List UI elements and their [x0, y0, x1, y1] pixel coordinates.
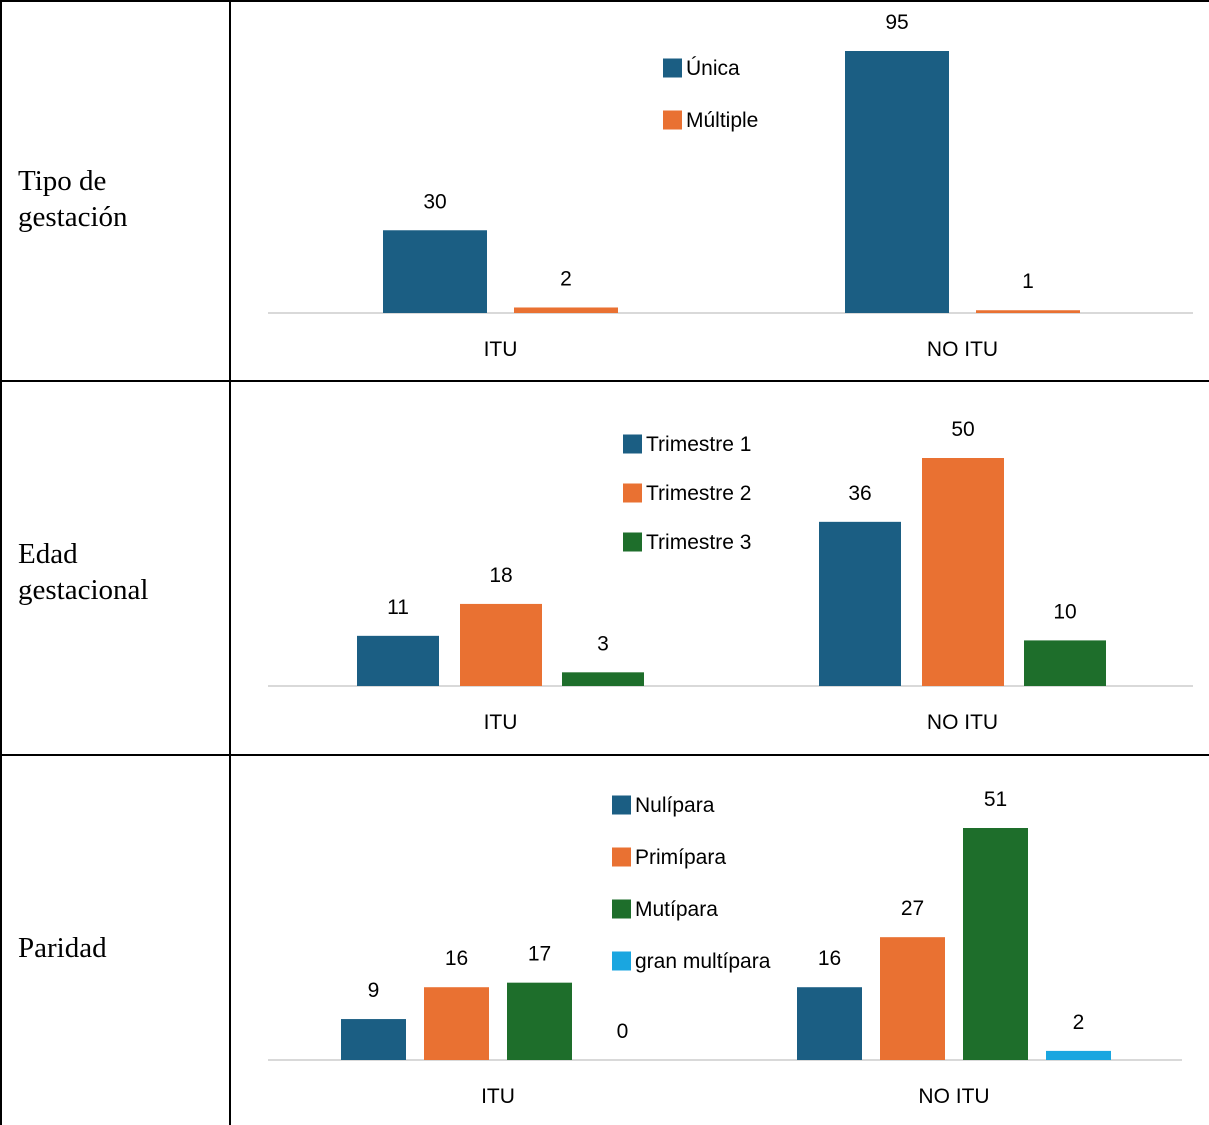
data-label: 17 — [528, 943, 551, 966]
legend-swatch — [623, 483, 642, 503]
bar — [514, 307, 618, 313]
data-label: 10 — [1053, 600, 1076, 623]
data-label: 50 — [951, 418, 974, 441]
bar — [1046, 1050, 1111, 1060]
data-label: 3 — [597, 632, 609, 655]
bar — [460, 603, 542, 686]
legend-swatch — [623, 434, 642, 454]
bar — [963, 828, 1028, 1060]
legend-label: gran multípara — [635, 950, 771, 973]
bar — [1024, 640, 1106, 686]
legend-swatch — [663, 110, 682, 130]
bar — [797, 987, 862, 1060]
table-border-top — [0, 0, 1209, 2]
data-label: 16 — [818, 947, 841, 970]
legend-label: Trimestre 1 — [646, 433, 751, 456]
category-label: NO ITU — [918, 1085, 989, 1108]
bar — [357, 635, 439, 686]
legend-swatch — [663, 58, 682, 78]
data-label: 27 — [901, 897, 924, 920]
row-label-paridad: Paridad — [18, 932, 107, 964]
table-row-divider — [0, 380, 1209, 382]
bar — [845, 51, 949, 313]
bar — [880, 937, 945, 1060]
data-label: 95 — [885, 11, 908, 34]
data-label: 18 — [489, 564, 512, 587]
legend-label: Trimestre 3 — [646, 531, 751, 554]
bar — [383, 230, 487, 313]
bar — [976, 310, 1080, 313]
bar — [819, 521, 901, 686]
bar — [424, 987, 489, 1060]
legend-label: Nulípara — [635, 794, 715, 817]
data-label: 9 — [368, 979, 380, 1002]
legend-label: Primípara — [635, 846, 726, 869]
legend-swatch — [612, 951, 631, 971]
table-column-divider — [229, 0, 231, 1125]
category-label: NO ITU — [927, 711, 998, 734]
table-border-left — [0, 0, 2, 1125]
data-label: 16 — [445, 947, 468, 970]
legend-label: Mutípara — [635, 898, 718, 921]
legend-label: Múltiple — [686, 109, 758, 132]
legend-label: Trimestre 2 — [646, 482, 751, 505]
category-label: ITU — [484, 338, 518, 361]
bar — [341, 1019, 406, 1060]
data-label: 2 — [560, 267, 572, 290]
row-label-edad-gestacional: Edad gestacional — [18, 538, 149, 606]
data-label: 1 — [1022, 270, 1034, 293]
category-label: NO ITU — [927, 338, 998, 361]
legend-swatch — [612, 899, 631, 919]
legend-swatch — [612, 847, 631, 867]
bar — [922, 458, 1004, 686]
legend-label: Única — [686, 57, 740, 80]
table-row-divider — [0, 754, 1209, 756]
legend-swatch — [623, 532, 642, 552]
data-label: 30 — [423, 190, 446, 213]
category-label: ITU — [484, 711, 518, 734]
data-label: 2 — [1073, 1011, 1085, 1034]
row-label-tipo-gestacion: Tipo de gestación — [18, 165, 128, 233]
data-label: 36 — [848, 482, 871, 505]
data-label: 11 — [387, 596, 409, 619]
category-label: ITU — [481, 1085, 515, 1108]
data-label: 0 — [617, 1020, 629, 1043]
bar — [562, 672, 644, 686]
legend-swatch — [612, 795, 631, 815]
bar — [507, 982, 572, 1060]
data-label: 51 — [984, 788, 1007, 811]
